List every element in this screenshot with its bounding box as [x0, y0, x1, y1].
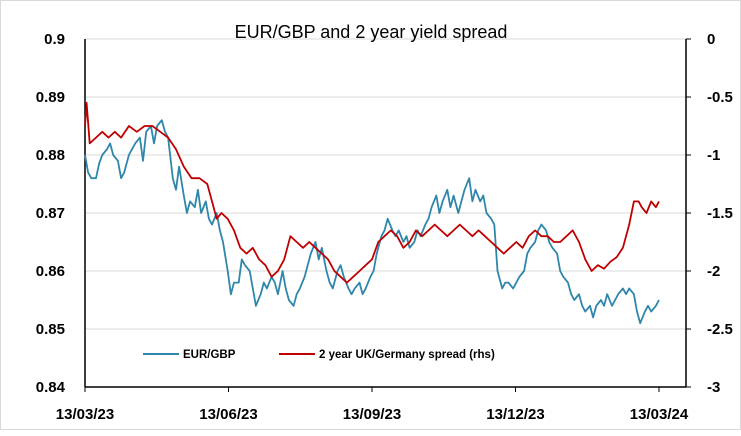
left-tick-label: 0.88 [36, 147, 65, 164]
series-line-eurgbp [84, 119, 660, 325]
left-tick-label: 0.89 [36, 89, 65, 106]
right-tick-label: -2 [707, 263, 720, 280]
legend-label-eurgbp: EUR/GBP [183, 349, 236, 361]
right-tick-label: -0.5 [707, 89, 733, 106]
right-tick-label: -3 [707, 379, 720, 396]
left-tick-label: 0.86 [36, 263, 65, 280]
series-lines [84, 101, 660, 325]
x-tick-label: 13/03/23 [56, 406, 114, 423]
right-tick-label: 0 [707, 31, 715, 48]
right-tick-label: -1.5 [707, 205, 733, 222]
x-tick-label: 13/06/23 [199, 406, 257, 423]
legend: EUR/GBP 2 year UK/Germany spread (rhs) [143, 349, 495, 361]
right-tick-label: -2.5 [707, 321, 733, 338]
legend-label-spread: 2 year UK/Germany spread (rhs) [319, 349, 495, 361]
x-tick-label: 13/03/24 [630, 406, 689, 423]
left-tick-label: 0.9 [44, 31, 65, 48]
right-tick-labels: -3 -2.5 -2 -1.5 -1 -0.5 0 [707, 31, 733, 396]
left-tick-label: 0.87 [36, 205, 65, 222]
left-tick-labels: 0.84 0.85 0.86 0.87 0.88 0.89 0.9 [36, 31, 66, 396]
x-tick-labels: 13/03/23 13/06/23 13/09/23 13/12/23 13/03/24 [56, 387, 689, 423]
gridlines [85, 38, 691, 388]
x-tick-label: 13/09/23 [343, 406, 401, 423]
axes [84, 39, 687, 388]
chart-title: EUR/GBP and 2 year yield spread [235, 22, 508, 42]
left-tick-label: 0.84 [36, 379, 66, 396]
x-tick-label: 13/12/23 [486, 406, 544, 423]
left-tick-label: 0.85 [36, 321, 65, 338]
right-tick-label: -1 [707, 147, 720, 164]
series-line-spread [84, 101, 660, 284]
